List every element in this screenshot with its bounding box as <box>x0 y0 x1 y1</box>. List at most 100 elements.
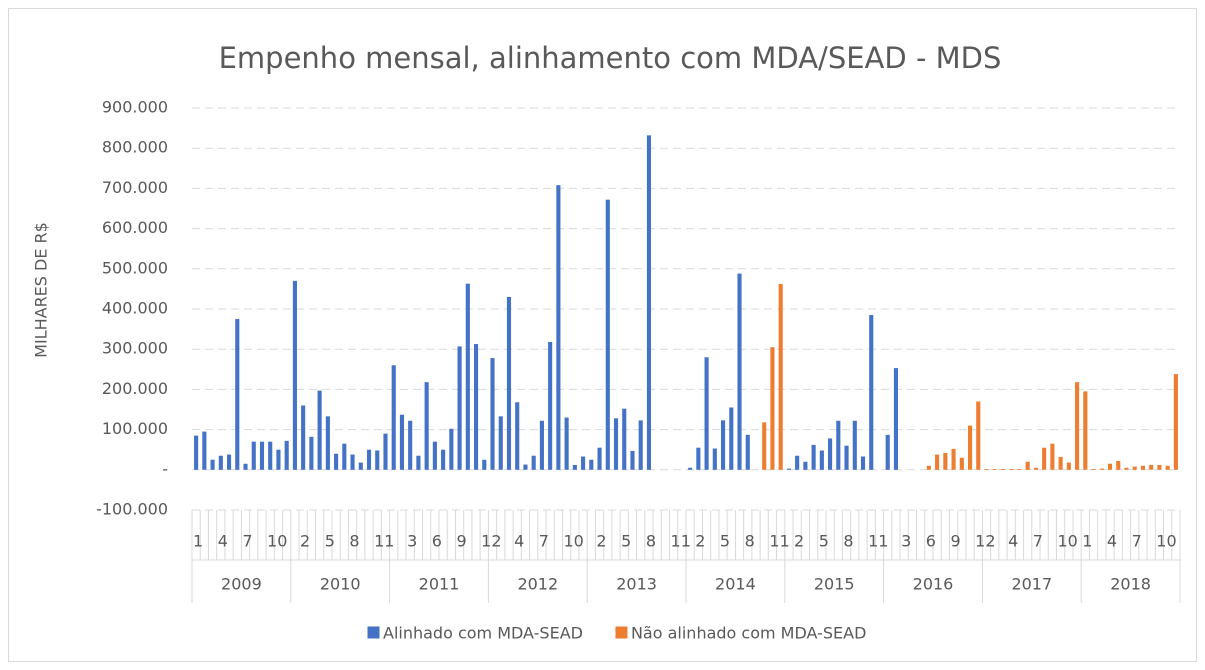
bar <box>638 420 643 470</box>
y-tick-label: 300.000 <box>102 339 168 358</box>
bar <box>564 417 569 470</box>
bar <box>539 420 544 470</box>
bar <box>548 341 553 470</box>
year-label: 2018 <box>1110 575 1151 594</box>
bar <box>416 455 421 470</box>
bar <box>366 449 372 470</box>
x-tick-label: 2 <box>300 532 310 551</box>
bar <box>399 414 405 470</box>
bar <box>976 401 981 470</box>
bar <box>613 418 619 470</box>
bar <box>490 358 495 470</box>
x-tick-label: 7 <box>539 532 549 551</box>
x-tick-label: 5 <box>819 532 829 551</box>
bar <box>383 433 388 470</box>
x-tick-label: 2 <box>596 532 606 551</box>
legend-swatch <box>367 626 380 639</box>
bar <box>589 459 594 470</box>
bar <box>1116 460 1121 470</box>
bar <box>811 444 816 470</box>
bar <box>597 447 602 470</box>
y-tick-label: 400.000 <box>102 299 168 318</box>
x-tick-label: 12 <box>975 532 995 551</box>
bar <box>992 468 997 470</box>
bar <box>762 422 767 470</box>
year-label: 2012 <box>517 575 558 594</box>
bar <box>284 440 289 470</box>
bar <box>523 464 528 470</box>
bar <box>292 280 297 470</box>
x-tick-label: 10 <box>267 532 287 551</box>
x-tick-label: 1 <box>193 532 203 551</box>
bar <box>1075 382 1080 470</box>
bar <box>951 448 956 470</box>
x-tick-label: 11 <box>374 532 394 551</box>
bar <box>325 416 330 470</box>
bar <box>704 357 709 470</box>
bar <box>712 448 717 470</box>
year-label: 2009 <box>221 575 262 594</box>
bar <box>1083 391 1088 470</box>
y-tick-label: -100.000 <box>96 500 168 519</box>
bar <box>194 435 199 470</box>
bar <box>622 408 627 470</box>
x-tick-label: 4 <box>1107 532 1117 551</box>
bar <box>457 346 462 470</box>
bar <box>449 428 454 470</box>
bar <box>226 454 232 470</box>
bar <box>605 199 610 470</box>
bar <box>473 343 479 470</box>
bar <box>696 447 701 470</box>
bar <box>1000 468 1006 470</box>
bar <box>218 455 223 470</box>
bar <box>1091 468 1096 470</box>
bar <box>836 420 841 470</box>
bar <box>441 449 446 470</box>
bar <box>893 368 899 470</box>
x-tick-label: 8 <box>843 532 853 551</box>
bar <box>1157 464 1162 470</box>
bar <box>424 382 429 470</box>
x-tick-label: 8 <box>745 532 755 551</box>
bar <box>795 455 800 470</box>
bar <box>276 449 281 470</box>
y-tick-label: - <box>162 459 168 478</box>
x-tick-label: 11 <box>868 532 888 551</box>
bar <box>342 443 347 470</box>
bar <box>1009 468 1014 470</box>
bar <box>1124 467 1129 470</box>
bar <box>860 456 866 470</box>
bar <box>844 445 849 470</box>
x-tick-label: 7 <box>242 532 252 551</box>
x-tick-label: 12 <box>481 532 501 551</box>
x-tick-label: 7 <box>1033 532 1043 551</box>
chart-title: Empenho mensal, alinhamento com MDA/SEAD… <box>219 41 1002 75</box>
x-tick-label: 3 <box>901 532 911 551</box>
x-tick-label: 3 <box>407 532 417 551</box>
year-label: 2014 <box>715 575 756 594</box>
bar <box>465 283 470 470</box>
bar <box>515 402 520 470</box>
y-tick-label: 800.000 <box>102 138 168 157</box>
bar <box>1058 456 1063 470</box>
y-tick-label: 200.000 <box>102 379 168 398</box>
bar <box>202 431 207 470</box>
bar <box>630 450 635 470</box>
bar <box>498 416 503 470</box>
x-tick-label: 7 <box>1132 532 1142 551</box>
year-label: 2015 <box>814 575 855 594</box>
bar <box>1140 465 1146 470</box>
y-tick-label: 100.000 <box>102 419 168 438</box>
x-tick-label: 2 <box>794 532 804 551</box>
x-tick-label: 8 <box>646 532 656 551</box>
bar <box>984 468 989 470</box>
bar <box>1107 463 1113 470</box>
x-tick-label: 5 <box>621 532 631 551</box>
bar <box>309 436 314 470</box>
x-tick-label: 9 <box>456 532 466 551</box>
x-tick-label: 6 <box>926 532 936 551</box>
bar <box>729 407 734 470</box>
bar <box>786 468 791 470</box>
x-tick-label: 4 <box>218 532 228 551</box>
